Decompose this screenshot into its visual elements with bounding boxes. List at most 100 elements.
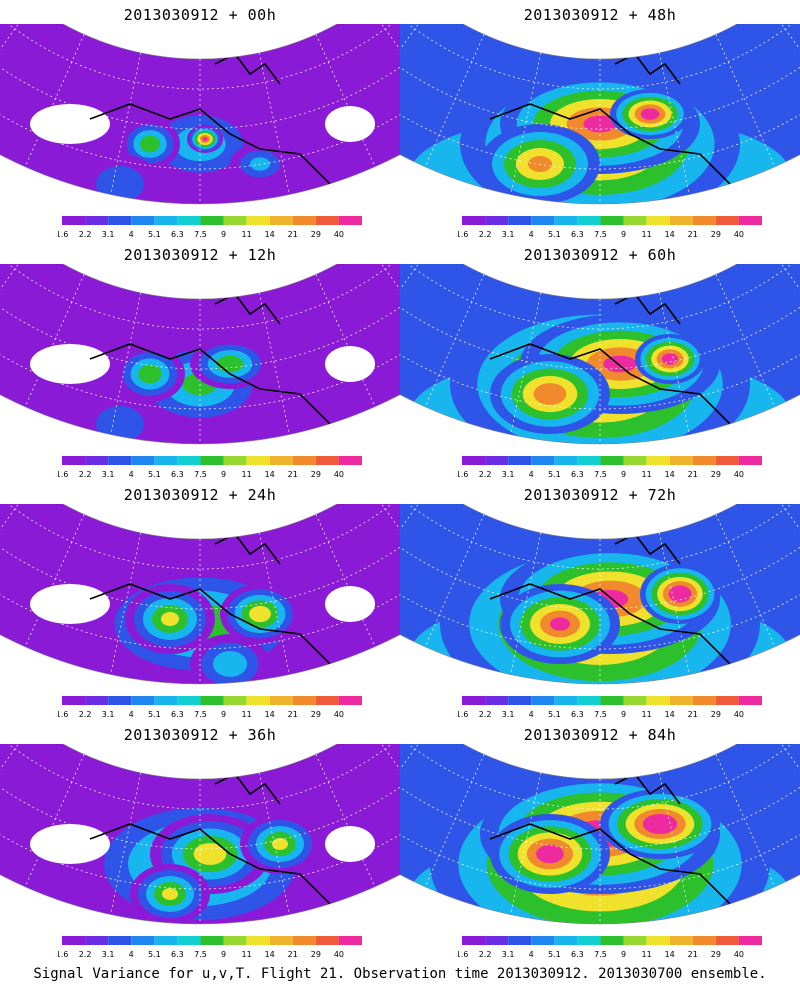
colorbar-swatch — [246, 216, 270, 225]
colorbar-label: 3.1 — [502, 230, 515, 239]
field-contour — [640, 108, 660, 120]
colorbar-swatch — [485, 936, 509, 945]
panel-title: 2013030912 + 00h — [123, 6, 277, 24]
map-panel: 2013030912 + 84h 1.6 2.2 3.1 4 5.1 6.3 7.5 9 11 14… — [400, 720, 800, 960]
colorbar-label: 21 — [288, 710, 298, 719]
map-field — [0, 24, 400, 204]
colorbar-swatch — [85, 696, 109, 705]
colorbar-label: 6.3 — [571, 710, 584, 719]
field-contour — [249, 605, 271, 623]
colorbar-label: 5.1 — [548, 470, 561, 479]
field-contour — [533, 383, 567, 405]
colorbar-label: 5.1 — [548, 230, 561, 239]
graticule-line — [110, 772, 142, 915]
map-panel: 2013030912 + 72h 1.6 2.2 3.1 4 5.1 6.3 7.5 9 11 14… — [400, 480, 800, 720]
map-panel: 2013030912 + 24h 1.6 2.2 3.1 4 5.1 6.3 7.5 9 11 14… — [0, 480, 400, 720]
colorbar-label: 2.2 — [79, 230, 92, 239]
colorbar-label: 1.6 — [58, 230, 68, 239]
colorbar-swatch — [623, 936, 647, 945]
graticule-line — [400, 744, 800, 850]
colorbar-swatch — [508, 936, 532, 945]
colorbar-label: 9 — [621, 710, 626, 719]
colorbar-swatch — [177, 216, 201, 225]
graticule-line — [0, 24, 400, 130]
graticule-line — [715, 274, 776, 407]
colorbar: 1.6 2.2 3.1 4 5.1 6.3 7.5 9 11 14 21 29 40 — [458, 216, 762, 239]
missing-data-area — [30, 104, 110, 144]
map-field — [400, 504, 800, 684]
colorbar-label: 3.1 — [502, 710, 515, 719]
graticule-line — [258, 532, 290, 675]
missing-data-area — [30, 344, 110, 384]
graticule-line — [0, 264, 400, 370]
colorbar-swatch — [223, 936, 247, 945]
graticule-line — [424, 514, 485, 647]
colorbar-swatch — [338, 216, 362, 225]
missing-data-area — [325, 826, 375, 862]
colorbar-label: 7.5 — [594, 230, 607, 239]
field-contour — [193, 843, 227, 865]
graticule-line — [400, 518, 800, 650]
colorbar-label: 1.6 — [58, 470, 68, 479]
colorbar-swatch — [508, 456, 532, 465]
graticule-line — [0, 518, 400, 650]
colorbar-swatch — [577, 216, 601, 225]
colorbar-label: 21 — [688, 950, 698, 959]
colorbar-label: 4 — [129, 950, 134, 959]
graticule-line — [715, 34, 776, 167]
colorbar: 1.6 2.2 3.1 4 5.1 6.3 7.5 9 11 14 21 29 40 — [58, 216, 362, 239]
field-contour — [162, 888, 178, 900]
missing-data-area — [30, 824, 110, 864]
field-contour — [202, 137, 208, 141]
colorbar-label: 9 — [221, 470, 226, 479]
colorbar-label: 11 — [642, 470, 652, 479]
colorbar-label: 40 — [334, 950, 344, 959]
map-field — [0, 264, 400, 444]
colorbar-swatch — [108, 216, 132, 225]
field-contour — [528, 156, 552, 172]
colorbar-swatch — [600, 696, 624, 705]
colorbar-swatch — [338, 456, 362, 465]
colorbar-label: 3.1 — [502, 950, 515, 959]
colorbar-label: 29 — [311, 950, 321, 959]
variance-map — [400, 264, 800, 445]
map-field — [400, 264, 800, 444]
field-contour — [550, 617, 570, 631]
graticule-line — [110, 52, 142, 195]
colorbar-swatch — [692, 936, 716, 945]
colorbar-label: 2.2 — [479, 230, 492, 239]
colorbar-swatch — [738, 696, 762, 705]
colorbar-label: 1.6 — [58, 950, 68, 959]
graticule-line — [510, 292, 542, 435]
graticule-line — [658, 532, 690, 675]
colorbar-label: 40 — [734, 470, 744, 479]
colorbar-label: 11 — [242, 950, 252, 959]
variance-map — [400, 744, 800, 925]
colorbar-swatch — [108, 456, 132, 465]
variance-map — [0, 744, 400, 925]
colorbar-label: 4 — [529, 950, 534, 959]
colorbar-swatch — [600, 216, 624, 225]
colorbar-label: 2.2 — [79, 710, 92, 719]
colorbar-swatch — [292, 456, 316, 465]
colorbar-swatch — [623, 216, 647, 225]
field-contour — [96, 406, 144, 442]
colorbar-label: 1.6 — [458, 470, 468, 479]
colorbar: 1.6 2.2 3.1 4 5.1 6.3 7.5 9 11 14 21 29 40 — [58, 456, 362, 479]
colorbar-swatch — [223, 696, 247, 705]
colorbar-swatch — [462, 216, 486, 225]
colorbar-swatch — [315, 936, 339, 945]
colorbar-label: 29 — [311, 470, 321, 479]
colorbar-swatch — [269, 216, 293, 225]
colorbar-swatch — [715, 696, 739, 705]
field-contour — [674, 589, 686, 599]
colorbar-label: 4 — [129, 710, 134, 719]
colorbar-swatch — [623, 696, 647, 705]
colorbar-label: 4 — [529, 230, 534, 239]
colorbar-swatch — [462, 936, 486, 945]
colorbar-swatch — [315, 216, 339, 225]
graticule-line — [110, 292, 142, 435]
map-outline — [400, 24, 800, 205]
colorbar-swatch — [715, 216, 739, 225]
colorbar-swatch — [62, 696, 86, 705]
